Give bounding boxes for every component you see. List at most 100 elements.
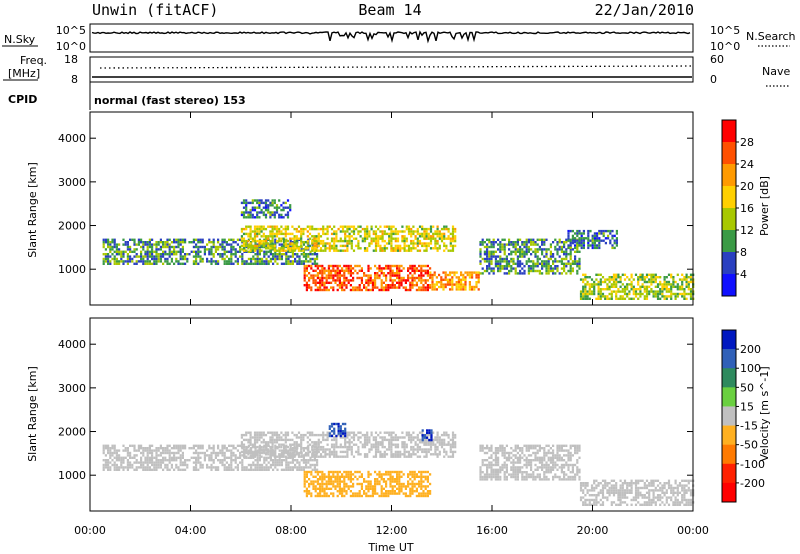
data-cell xyxy=(404,494,407,498)
data-cell xyxy=(612,276,616,279)
data-cell xyxy=(556,265,559,268)
data-cell xyxy=(512,466,515,469)
data-cell xyxy=(503,447,506,450)
data-cell xyxy=(316,461,319,464)
data-cell xyxy=(192,468,195,471)
data-cell xyxy=(565,265,568,268)
data-cell xyxy=(643,295,646,298)
data-cell xyxy=(483,260,486,263)
data-cell xyxy=(249,235,252,238)
data-cell xyxy=(258,239,261,243)
data-cell xyxy=(598,237,601,240)
data-cell xyxy=(214,262,217,265)
data-cell xyxy=(221,463,224,467)
data-cell xyxy=(447,455,450,458)
data-cell xyxy=(330,269,333,272)
data-cell xyxy=(409,470,412,474)
data-cell xyxy=(146,461,149,464)
data-cell xyxy=(140,245,143,249)
data-cell xyxy=(230,250,233,253)
data-cell xyxy=(388,433,391,437)
data-cell xyxy=(582,288,585,291)
data-cell xyxy=(571,239,574,242)
data-cell xyxy=(420,487,423,490)
data-cell xyxy=(374,237,378,240)
data-cell xyxy=(254,466,257,469)
data-cell xyxy=(336,264,339,268)
data-cell xyxy=(245,249,248,252)
data-cell xyxy=(312,269,315,272)
data-cell xyxy=(333,448,336,451)
data-cell xyxy=(600,232,603,235)
data-cell xyxy=(251,239,254,243)
data-cell xyxy=(262,227,265,231)
data-cell xyxy=(468,285,471,289)
data-cell xyxy=(425,235,428,238)
data-cell xyxy=(335,441,338,444)
data-cell xyxy=(291,225,294,228)
data-cell xyxy=(641,283,644,286)
data-cell xyxy=(316,286,319,289)
data-cell xyxy=(159,447,162,450)
data-cell xyxy=(256,445,259,449)
data-cell xyxy=(322,433,325,437)
data-cell xyxy=(584,285,587,288)
data-cell xyxy=(567,229,570,233)
data-cell xyxy=(394,230,397,233)
data-cell xyxy=(341,475,344,478)
data-cell xyxy=(104,241,107,244)
data-cell xyxy=(639,273,642,276)
data-cell xyxy=(256,262,259,265)
data-cell xyxy=(148,253,151,256)
data-cell xyxy=(276,257,279,261)
data-cell xyxy=(663,280,666,284)
data-cell xyxy=(291,253,294,256)
data-cell xyxy=(133,250,136,253)
data-cell xyxy=(249,201,252,205)
data-cell xyxy=(530,265,533,268)
data-cell xyxy=(311,262,314,265)
data-cell xyxy=(305,286,308,289)
data-cell xyxy=(319,492,322,495)
data-cell xyxy=(265,466,268,469)
data-cell xyxy=(385,473,388,476)
data-cell xyxy=(380,288,383,292)
data-cell xyxy=(421,244,424,248)
data-cell xyxy=(492,241,495,244)
data-cell xyxy=(632,292,635,296)
data-cell xyxy=(632,288,635,291)
data-cell xyxy=(420,478,423,481)
data-cell xyxy=(569,244,572,247)
data-cell xyxy=(436,441,439,444)
data-cell xyxy=(284,235,287,238)
data-cell xyxy=(678,278,682,281)
data-cell xyxy=(454,239,457,243)
data-cell xyxy=(327,475,330,478)
data-cell xyxy=(256,438,259,442)
data-cell xyxy=(466,273,469,277)
data-cell xyxy=(486,245,489,249)
data-cell xyxy=(389,274,392,277)
data-cell xyxy=(321,267,324,270)
data-cell xyxy=(401,237,404,240)
data-cell xyxy=(230,248,233,251)
data-cell xyxy=(471,288,474,291)
data-cell xyxy=(420,482,423,486)
data-cell xyxy=(230,444,233,447)
data-cell xyxy=(269,436,272,439)
data-cell xyxy=(347,485,350,488)
data-cell xyxy=(280,237,283,240)
data-cell xyxy=(166,245,169,249)
data-cell xyxy=(170,463,173,467)
data-cell xyxy=(334,274,337,277)
data-cell xyxy=(411,487,414,490)
data-cell xyxy=(335,436,338,439)
data-cell xyxy=(275,433,279,437)
data-cell xyxy=(252,257,255,261)
data-cell xyxy=(652,280,655,284)
data-cell xyxy=(591,241,594,245)
data-cell xyxy=(398,264,401,268)
data-cell xyxy=(274,238,277,241)
data-cell xyxy=(427,235,430,238)
data-cell xyxy=(369,473,372,476)
